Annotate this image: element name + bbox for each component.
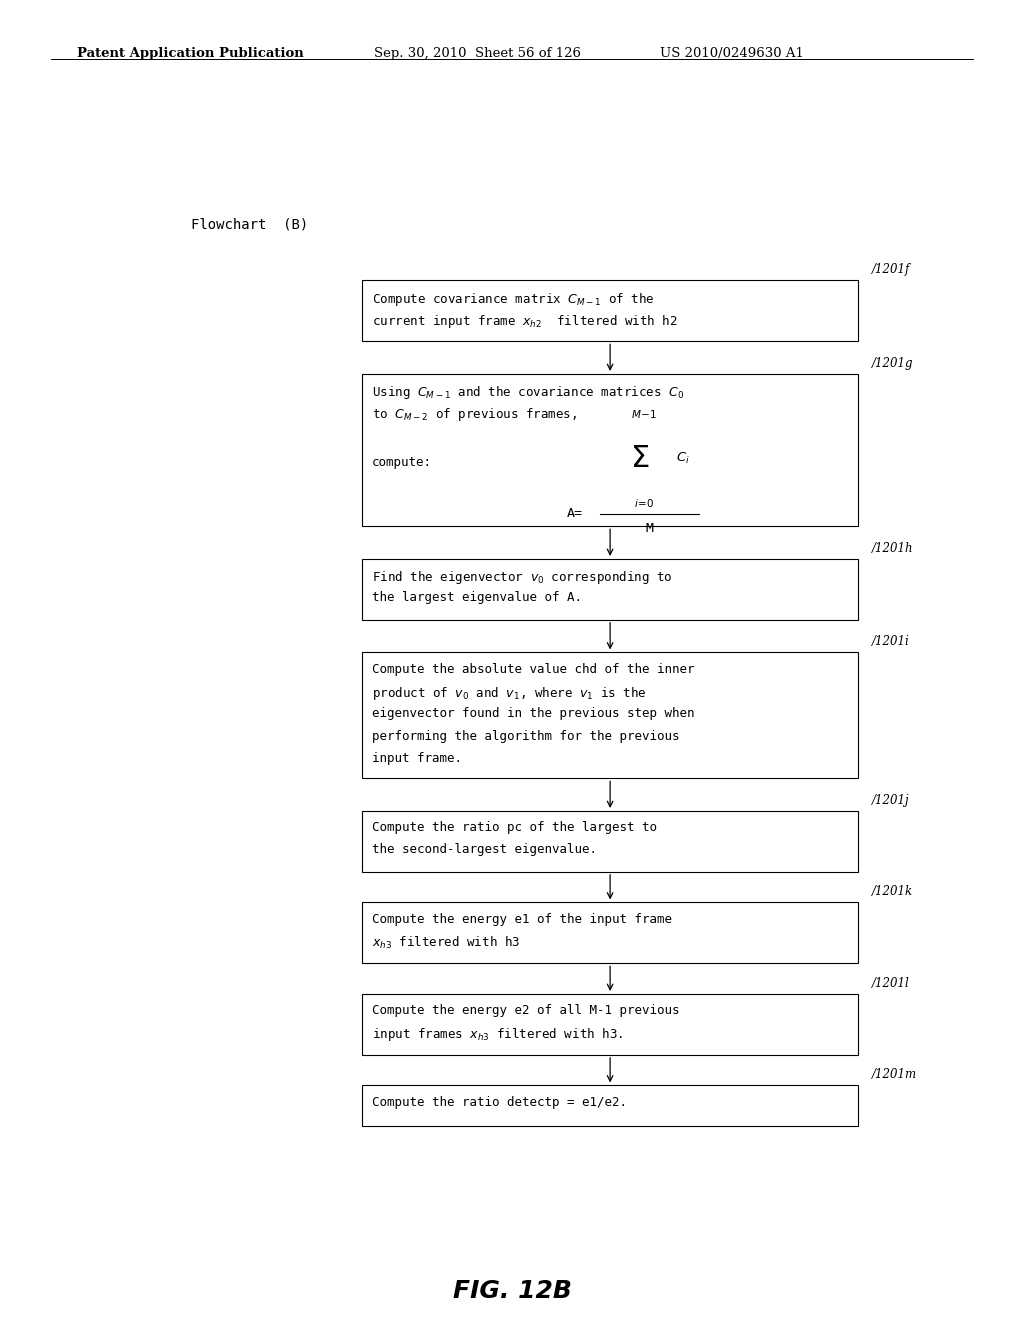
Bar — [362, 558, 858, 620]
Text: /1201g: /1201g — [872, 356, 913, 370]
Text: the largest eigenvalue of A.: the largest eigenvalue of A. — [372, 591, 582, 605]
Text: Compute the energy e2 of all M-1 previous: Compute the energy e2 of all M-1 previou… — [372, 1005, 679, 1016]
Text: /1201k: /1201k — [872, 886, 913, 899]
Text: A=: A= — [566, 507, 583, 520]
Bar — [362, 1085, 858, 1126]
Text: $M\!-\!1$: $M\!-\!1$ — [631, 408, 656, 420]
Text: /1201j: /1201j — [872, 793, 910, 807]
Bar — [362, 652, 858, 779]
Bar — [362, 374, 858, 527]
Text: compute:: compute: — [372, 455, 432, 469]
Text: the second-largest eigenvalue.: the second-largest eigenvalue. — [372, 843, 597, 857]
Text: Compute covariance matrix $C_{M-1}$ of the: Compute covariance matrix $C_{M-1}$ of t… — [372, 290, 654, 308]
Text: Patent Application Publication: Patent Application Publication — [77, 46, 303, 59]
Text: $x_{h3}$ filtered with h3: $x_{h3}$ filtered with h3 — [372, 935, 520, 950]
Text: /1201m: /1201m — [872, 1068, 918, 1081]
Text: performing the algorithm for the previous: performing the algorithm for the previou… — [372, 730, 679, 743]
Text: $i\!=\!0$: $i\!=\!0$ — [634, 498, 654, 510]
Bar — [362, 810, 858, 873]
Text: product of $v_0$ and $v_1$, where $v_1$ is the: product of $v_0$ and $v_1$, where $v_1$ … — [372, 685, 646, 702]
Text: current input frame $x_{h2}$  filtered with h2: current input frame $x_{h2}$ filtered wi… — [372, 313, 677, 330]
Text: input frame.: input frame. — [372, 752, 462, 766]
Text: Compute the ratio detectp = e1/e2.: Compute the ratio detectp = e1/e2. — [372, 1096, 627, 1109]
Text: to $C_{M-2}$ of previous frames,: to $C_{M-2}$ of previous frames, — [372, 407, 577, 424]
Text: Compute the absolute value chd of the inner: Compute the absolute value chd of the in… — [372, 663, 694, 676]
Bar — [362, 280, 858, 342]
Text: eigenvector found in the previous step when: eigenvector found in the previous step w… — [372, 708, 694, 721]
Text: Find the eigenvector $v_0$ corresponding to: Find the eigenvector $v_0$ corresponding… — [372, 569, 672, 586]
Text: /1201l: /1201l — [872, 977, 910, 990]
Bar — [362, 994, 858, 1055]
Text: M: M — [646, 521, 653, 535]
Text: Flowchart  (B): Flowchart (B) — [191, 218, 309, 231]
Text: /1201f: /1201f — [872, 263, 910, 276]
Text: Using $C_{M-1}$ and the covariance matrices $C_0$: Using $C_{M-1}$ and the covariance matri… — [372, 384, 684, 401]
Bar — [362, 903, 858, 964]
Text: Compute the ratio pc of the largest to: Compute the ratio pc of the largest to — [372, 821, 656, 834]
Text: US 2010/0249630 A1: US 2010/0249630 A1 — [660, 46, 805, 59]
Text: $C_i$: $C_i$ — [676, 451, 689, 466]
Text: /1201h: /1201h — [872, 541, 914, 554]
Text: Compute the energy e1 of the input frame: Compute the energy e1 of the input frame — [372, 912, 672, 925]
Text: FIG. 12B: FIG. 12B — [453, 1279, 571, 1303]
Text: input frames $x_{h3}$ filtered with h3.: input frames $x_{h3}$ filtered with h3. — [372, 1027, 623, 1043]
Text: $\Sigma$: $\Sigma$ — [630, 444, 649, 473]
Text: /1201i: /1201i — [872, 635, 910, 648]
Text: Sep. 30, 2010  Sheet 56 of 126: Sep. 30, 2010 Sheet 56 of 126 — [374, 46, 581, 59]
